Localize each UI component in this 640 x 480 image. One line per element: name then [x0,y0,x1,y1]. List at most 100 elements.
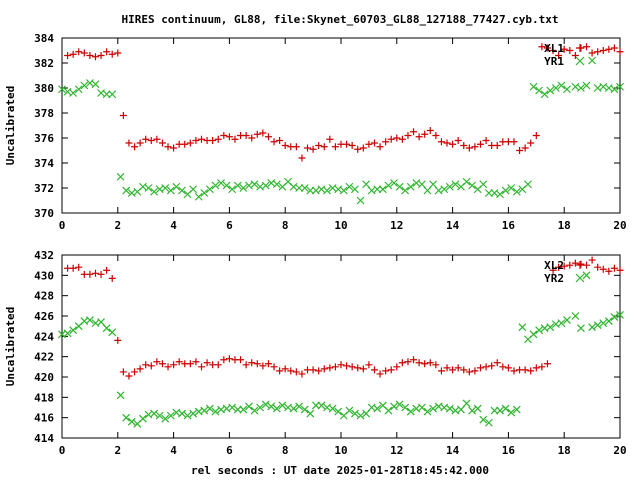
data-point [538,43,546,51]
data-point [401,186,410,195]
data-point [270,138,278,146]
series-YR2 [58,271,624,428]
y-tick-label: 414 [34,432,54,445]
data-point [239,184,248,192]
data-point [356,196,365,205]
data-point [437,138,445,146]
data-point [479,180,488,189]
data-point [214,361,222,369]
data-point [616,48,624,56]
data-point [231,135,239,143]
data-point [351,409,359,418]
y-tick-label: 430 [34,269,54,282]
data-point [376,143,384,151]
data-point [326,135,334,143]
data-point [276,137,284,144]
data-point [253,130,261,138]
data-point [449,140,457,148]
x-tick-label: 14 [446,219,460,232]
data-point [521,144,529,152]
x-tick-label: 14 [446,444,460,457]
data-point [343,362,351,370]
data-point [138,414,147,423]
data-point [164,363,172,371]
data-point [610,44,618,52]
data-point [75,263,83,271]
data-point [512,405,521,414]
data-point [535,326,544,335]
data-point [172,182,181,191]
data-point [417,180,426,189]
data-point [484,418,493,427]
data-point [588,256,596,264]
data-point [532,132,540,139]
x-tick-label: 20 [613,219,626,232]
data-point [445,182,454,191]
data-point [426,127,434,134]
data-point [181,140,189,148]
data-point [225,133,233,141]
data-point [200,189,209,197]
data-point [205,404,214,413]
data-point [320,143,328,151]
data-point [549,47,557,54]
data-point [415,133,423,141]
data-point [393,363,401,371]
data-point [161,184,170,192]
data-point [80,81,89,90]
data-point [549,266,557,274]
data-point [577,84,585,92]
y-tick-label: 422 [34,351,54,364]
legend-label: YR1 [544,55,564,68]
data-point [426,359,434,367]
data-point [300,405,309,414]
data-point [304,144,312,152]
data-point [345,182,354,191]
data-point [479,415,488,424]
data-point [298,370,306,378]
data-point [555,52,563,59]
data-point [384,406,393,415]
data-point [142,361,150,369]
data-point [555,263,563,271]
data-point [460,142,468,149]
data-point [510,367,518,375]
data-point [97,318,105,327]
data-point [538,363,546,371]
data-point [432,361,440,369]
data-point [454,137,462,144]
data-point [220,356,228,364]
data-point [272,180,281,189]
data-point [209,137,217,144]
data-point [616,311,624,319]
data-point [451,180,460,189]
x-tick-label: 12 [390,219,403,232]
data-point [147,362,155,370]
data-point [583,43,591,51]
data-point [125,139,133,147]
series-XL2 [64,256,624,380]
data-point [239,405,248,414]
data-point [248,359,256,367]
data-point [490,406,499,415]
chart-title: HIRES continuum, GL88, file:Skynet_60703… [121,13,558,26]
data-point [281,142,289,149]
data-point [270,363,278,371]
data-point [387,135,395,143]
data-point [370,139,378,147]
data-point [521,366,529,374]
data-point [440,185,449,194]
data-point [421,130,429,138]
data-point [142,135,150,143]
y-tick-label: 370 [34,207,54,220]
data-point [300,184,309,192]
data-point [512,187,521,196]
data-point [529,82,538,91]
data-point [443,139,451,147]
data-point [75,48,83,56]
data-point [390,179,398,187]
data-point [311,401,320,410]
data-point [473,404,482,413]
data-point [200,406,209,415]
data-point [198,135,205,143]
